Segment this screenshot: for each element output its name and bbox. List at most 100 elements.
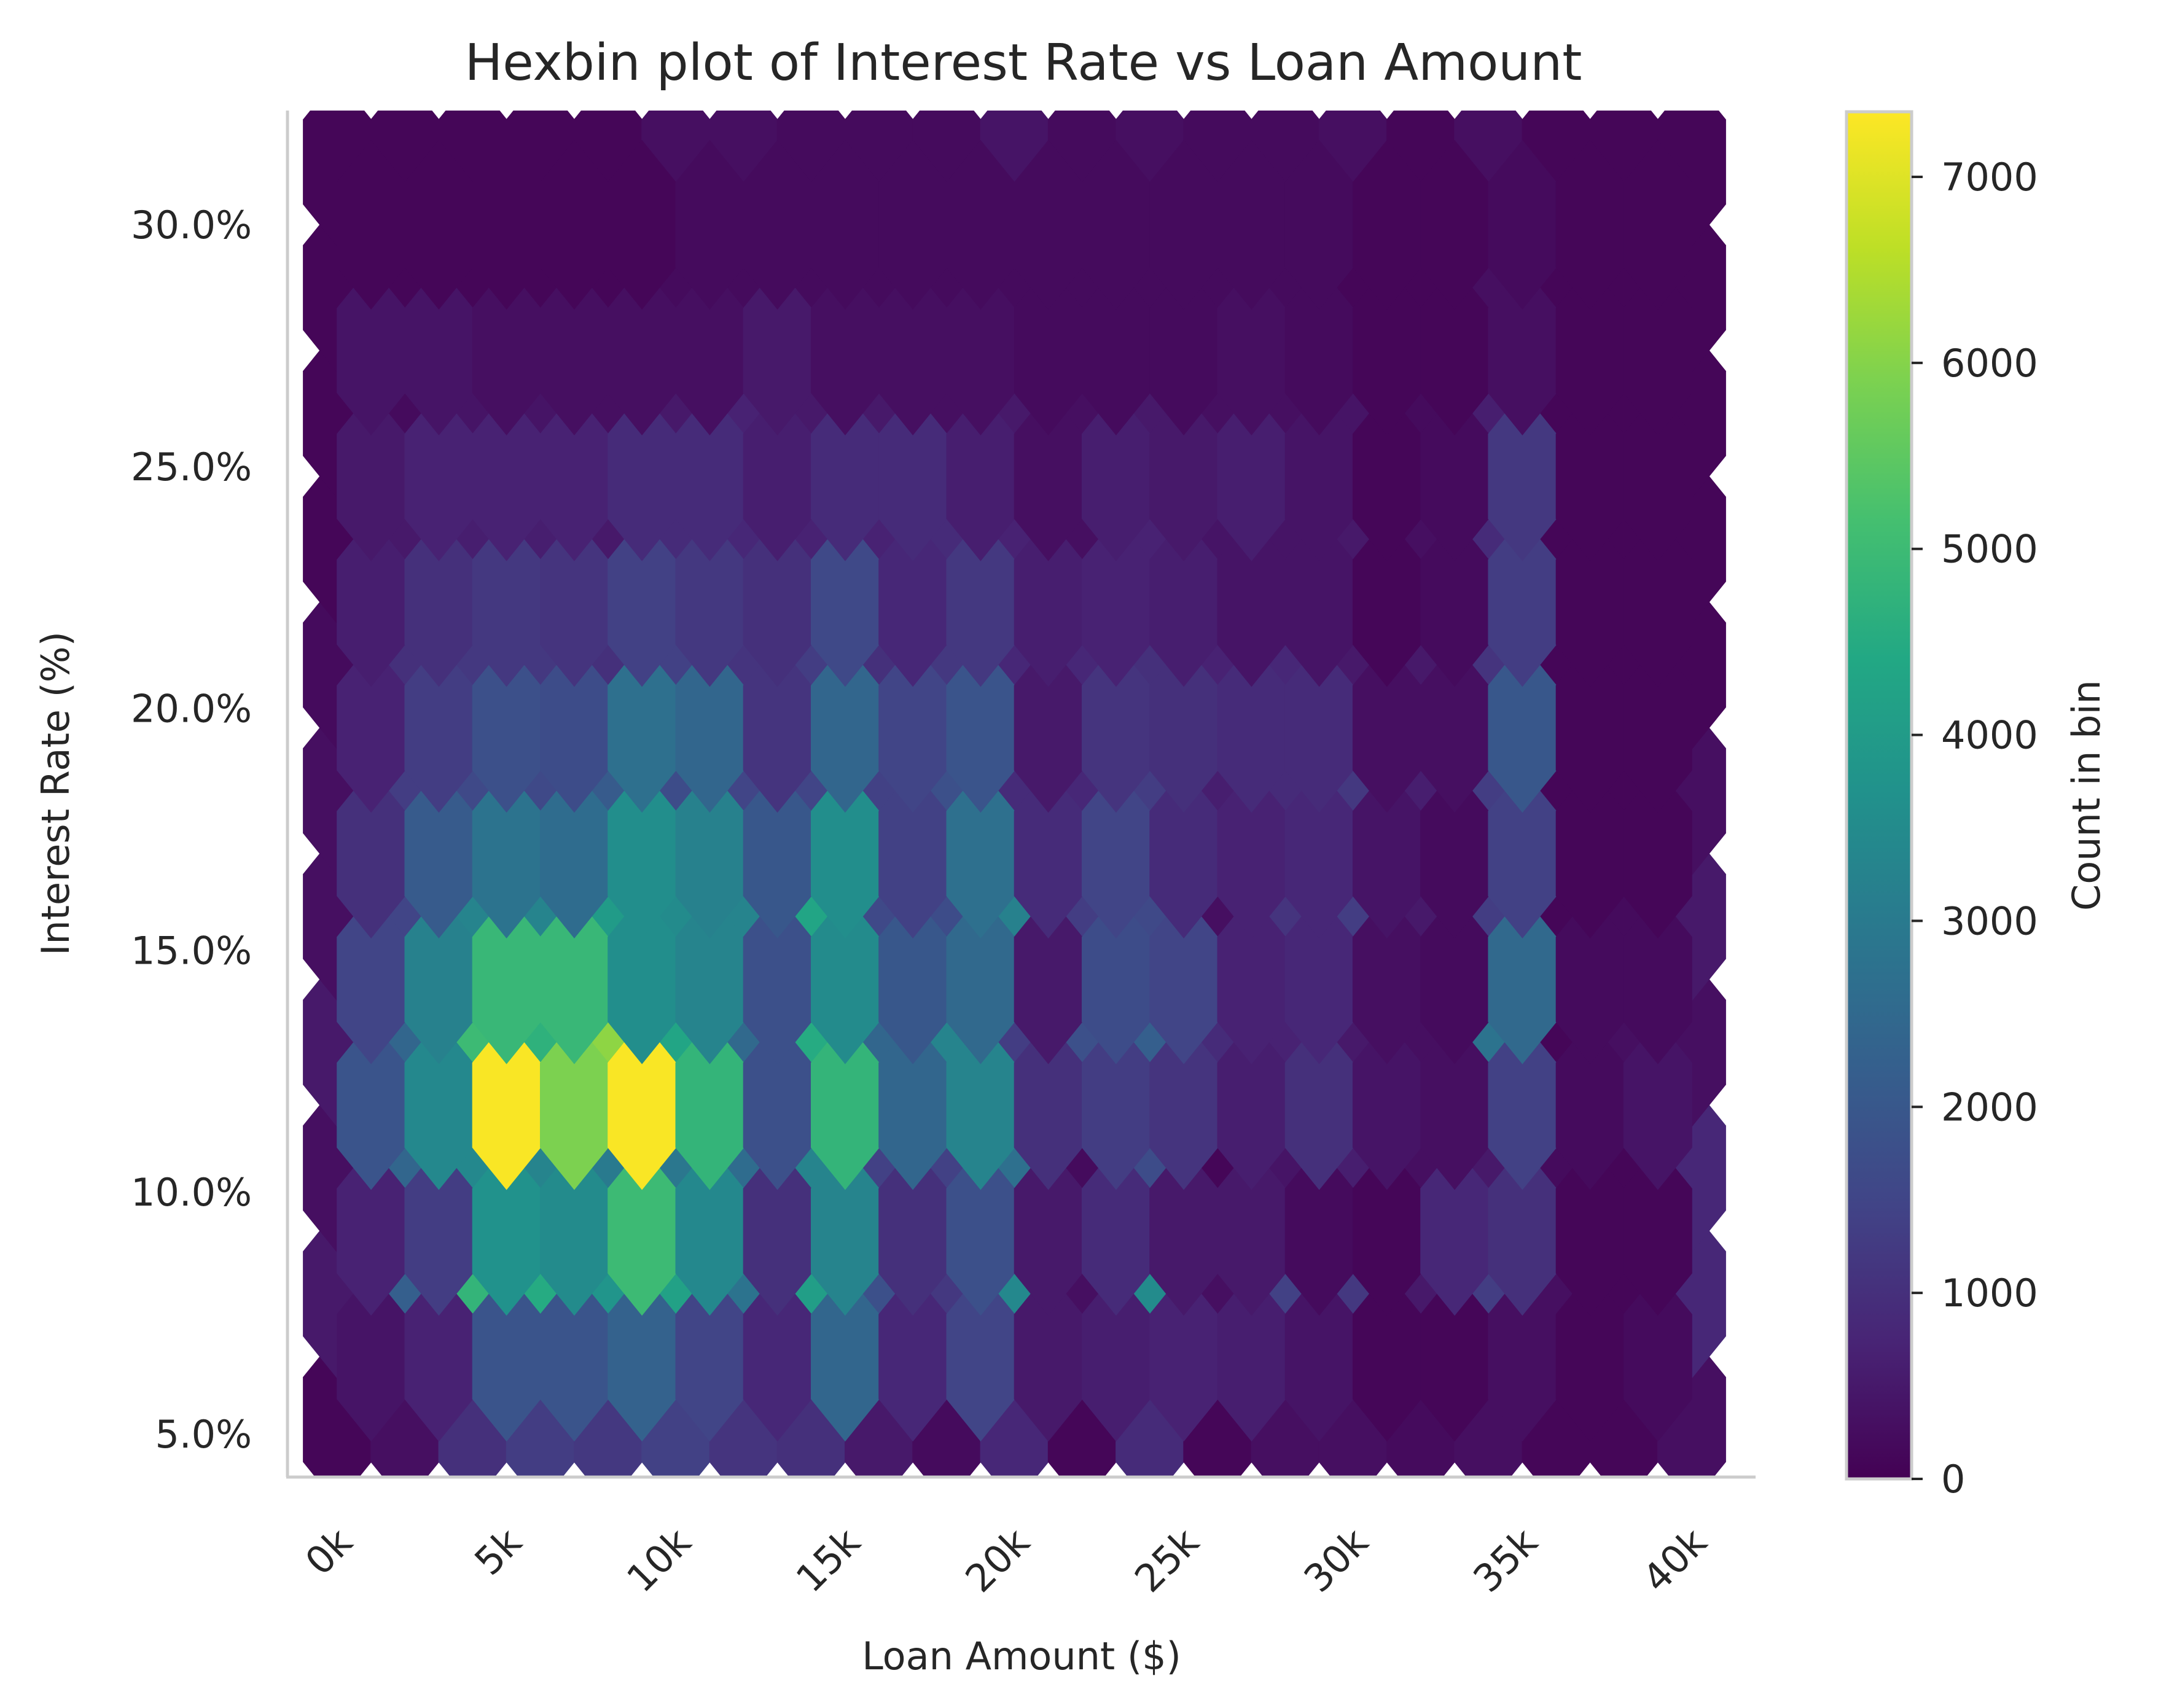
- hexbin-cell: [1284, 517, 1354, 687]
- hexbin-cells: [303, 111, 1726, 1477]
- hexbin-cell: [1284, 894, 1354, 1064]
- hexbin-cell: [472, 768, 541, 938]
- hexbin-cell: [675, 768, 744, 938]
- hexbin-cell: [608, 643, 676, 813]
- hexbin-cell: [1420, 517, 1490, 687]
- hexbin-cell: [1284, 391, 1354, 561]
- hexbin-cell: [743, 1020, 812, 1190]
- hexbin-cell: [1284, 1020, 1354, 1190]
- hexbin-cell: [1082, 517, 1151, 687]
- hexbin-cell: [1082, 139, 1151, 310]
- hexbin-cell: [404, 265, 474, 435]
- hexbin-cell: [1217, 517, 1286, 687]
- hexbin-cell: [608, 139, 676, 310]
- hexbin-cell: [1149, 1146, 1218, 1316]
- hexbin-cell: [404, 894, 474, 1064]
- hexbin-cell: [946, 1020, 1015, 1190]
- hexbin-cell: [1420, 894, 1490, 1064]
- hexbin-cell: [878, 768, 947, 938]
- hexbin-cell: [1488, 517, 1557, 687]
- hexbin-cell: [1284, 1271, 1354, 1442]
- x-tick-label: 5k: [466, 1519, 530, 1584]
- hexbin-cell: [878, 1271, 947, 1442]
- hexbin-cell: [1488, 643, 1557, 813]
- hexbin-cell: [1217, 1271, 1286, 1442]
- hexbin-cell: [337, 517, 405, 687]
- hexbin-cell: [337, 1146, 405, 1316]
- hexbin-cell: [1420, 265, 1490, 435]
- hexbin-cell: [1284, 139, 1354, 310]
- hexbin-cell: [1555, 1020, 1625, 1190]
- hexbin-cell: [404, 391, 474, 561]
- hexbin-cell: [1352, 1146, 1421, 1316]
- hexbin-cell: [1555, 391, 1625, 561]
- x-tick-label: 30k: [1295, 1519, 1377, 1601]
- hexbin-cell: [811, 1271, 880, 1442]
- colorbar: [1845, 110, 1913, 1481]
- x-tick-label: 10k: [618, 1519, 700, 1601]
- hexbin-cell: [472, 391, 541, 561]
- hexbin-cell: [1555, 1146, 1625, 1316]
- hexbin-cell: [1284, 643, 1354, 813]
- hexbin-cell: [472, 1146, 541, 1316]
- hexbin-cell: [608, 768, 676, 938]
- colorbar-label: Count in bin: [2064, 680, 2109, 911]
- hexbin-cell: [1488, 894, 1557, 1064]
- hexbin-cell: [1352, 1020, 1421, 1190]
- hexbin-cell: [1623, 1020, 1692, 1190]
- hexbin-cell: [337, 391, 405, 561]
- x-tick-label: 15k: [787, 1519, 869, 1601]
- hexbin-cell: [404, 139, 474, 310]
- hexbin-cell: [472, 517, 541, 687]
- hexbin-cell: [404, 768, 474, 938]
- x-axis-label: Loan Amount ($): [862, 1634, 1181, 1679]
- hexbin-cell: [1284, 768, 1354, 938]
- colorbar-tick-label: 5000: [1941, 527, 2038, 572]
- hexbin-cell: [878, 1146, 947, 1316]
- hexbin-cell: [946, 391, 1015, 561]
- hexbin-cell: [811, 139, 880, 310]
- hexbin-cell: [608, 265, 676, 435]
- hexbin-cell: [1352, 768, 1421, 938]
- hexbin-cell: [1352, 643, 1421, 813]
- hexbin-cell: [472, 1020, 541, 1190]
- hexbin-cell: [1352, 517, 1421, 687]
- hexbin-cell: [1082, 1271, 1151, 1442]
- y-tick-label: 30.0%: [131, 203, 252, 248]
- hexbin-cell: [1014, 139, 1083, 310]
- hexbin-cell: [1217, 894, 1286, 1064]
- x-tick-label: 0k: [297, 1519, 361, 1584]
- hexbin-cell: [1488, 391, 1557, 561]
- hexbin-cell: [1014, 1271, 1083, 1442]
- hexbin-cell: [1488, 1271, 1557, 1442]
- hexbin-cell: [1555, 768, 1625, 938]
- hexbin-cell: [404, 643, 474, 813]
- hexbin-cell: [1149, 768, 1218, 938]
- hexbin-cell: [472, 1271, 541, 1442]
- hexbin-cell: [1217, 768, 1286, 938]
- hexbin-cell: [1555, 894, 1625, 1064]
- hexbin-cell: [540, 1146, 609, 1316]
- hexbin-cell: [743, 643, 812, 813]
- hexbin-cell: [1082, 391, 1151, 561]
- y-tick-label: 10.0%: [131, 1170, 252, 1215]
- hexbin-cell: [540, 1020, 609, 1190]
- hexbin-cell: [1082, 768, 1151, 938]
- hexbin-cell: [1149, 894, 1218, 1064]
- hexbin-cell: [1623, 1146, 1692, 1316]
- hexbin-cell: [946, 768, 1015, 938]
- hexbin-cell: [743, 1271, 812, 1442]
- colorbar-tick-label: 1000: [1941, 1271, 2038, 1316]
- hexbin-cell: [743, 894, 812, 1064]
- hexbin-cell: [811, 265, 880, 435]
- hexbin-cell: [404, 1020, 474, 1190]
- hexbin-cell: [878, 1020, 947, 1190]
- hexbin-cell: [472, 894, 541, 1064]
- hexbin-cell: [1149, 1271, 1218, 1442]
- hexbin-cell: [608, 517, 676, 687]
- hexbin-cell: [1555, 517, 1625, 687]
- hexbin-cell: [337, 768, 405, 938]
- hexbin-cell: [1217, 139, 1286, 310]
- hexbin-cell: [878, 643, 947, 813]
- hexbin-cell: [404, 1271, 474, 1442]
